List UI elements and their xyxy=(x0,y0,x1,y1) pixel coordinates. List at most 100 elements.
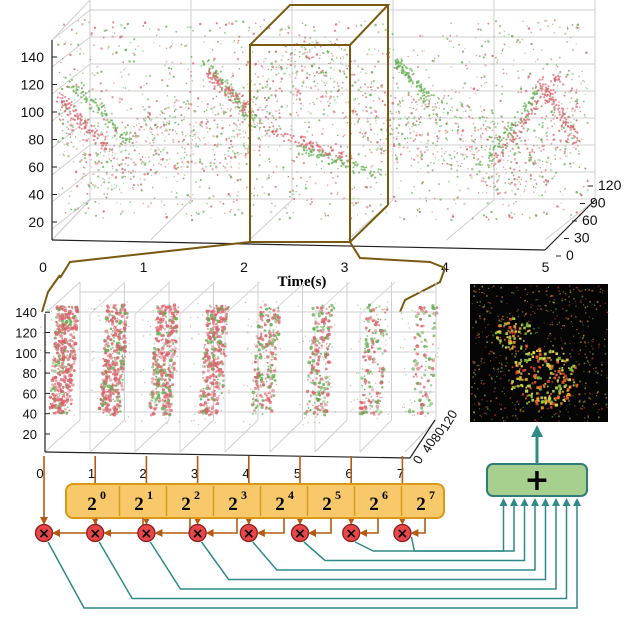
teal-connector xyxy=(47,498,581,609)
weight-base: 2 xyxy=(369,494,379,515)
top-x-tick-label: 5 xyxy=(542,259,550,275)
multiplier-symbol: × xyxy=(243,526,255,542)
bottom-x-tick-label: 4 xyxy=(242,466,249,481)
teal-connector xyxy=(252,498,539,571)
multiplier-node xyxy=(239,523,258,543)
multiplier-node xyxy=(34,523,54,543)
weight-hook-arrow xyxy=(103,518,144,537)
frame-pixels xyxy=(471,285,609,423)
sum-symbol: + xyxy=(524,463,549,498)
multiplier-node xyxy=(290,523,310,543)
top-event-points xyxy=(55,19,589,222)
bottom-x-tick-label: 6 xyxy=(345,466,352,481)
top-z-tick-label: 90 xyxy=(590,195,606,211)
weight-hook-arrow xyxy=(359,518,379,537)
multiplier-symbol: × xyxy=(294,526,306,542)
bottom-x-axis-line xyxy=(44,451,411,459)
multiplier-node xyxy=(188,523,207,543)
multiplier-nodes: × × × × × × × × xyxy=(34,523,412,543)
teal-connector xyxy=(410,498,508,552)
bottom-z-tick-label: 40 xyxy=(419,435,439,455)
top-y-tick-label: 60 xyxy=(28,159,44,175)
weight-base: 2 xyxy=(87,494,97,515)
bottom-y-tick-label: 140 xyxy=(15,305,37,320)
weight-hook-arrow xyxy=(154,518,191,537)
top-y-tick-label: 100 xyxy=(21,104,45,120)
top-x-tick-label: 2 xyxy=(240,259,248,275)
bottom-y-tick-label: 100 xyxy=(15,346,37,361)
weight-exponent: 3 xyxy=(241,488,247,502)
weight-exponent: 2 xyxy=(194,488,200,502)
multiplier-symbol: × xyxy=(397,526,409,542)
top-z-tick-label: 60 xyxy=(582,212,598,228)
top-x-tick-label: 3 xyxy=(341,259,349,275)
bottom-plot-axes xyxy=(44,314,436,459)
bottom-x-tick-label: 7 xyxy=(397,466,404,481)
top-y-tick-label: 140 xyxy=(21,49,45,65)
weight-exponent: 1 xyxy=(147,488,153,502)
multiplier-symbol: × xyxy=(141,526,153,542)
top-z-tick-label: 120 xyxy=(598,177,622,193)
weight-base: 2 xyxy=(181,494,191,515)
weight-exponent: 5 xyxy=(335,488,341,502)
weight-exponent: 4 xyxy=(288,488,294,502)
teal-connector xyxy=(200,498,550,581)
teal-connector xyxy=(303,498,529,562)
weight-hook-arrow xyxy=(308,518,332,537)
top-y-tick-label: 20 xyxy=(28,214,44,230)
weight-hook-arrow xyxy=(256,518,285,537)
weight-base: 2 xyxy=(416,494,426,515)
multiplier-symbol: × xyxy=(192,526,204,542)
weight-exponent: 6 xyxy=(382,488,388,502)
weight-base: 2 xyxy=(228,494,238,515)
bottom-plot-frame xyxy=(44,281,437,453)
zoom-bracket xyxy=(41,241,446,313)
top-y-ticks: 20 40 60 80 100 120 140 xyxy=(21,49,57,230)
multiplier-symbol: × xyxy=(38,526,50,542)
top-y-tick-label: 80 xyxy=(28,132,44,148)
bottom-z-tick-label: 80 xyxy=(428,424,448,444)
weight-base: 2 xyxy=(322,494,332,515)
multiplier-symbol: × xyxy=(345,526,357,542)
top-x-tick-label: 0 xyxy=(39,259,47,275)
top-y-tick-label: 120 xyxy=(21,77,45,93)
teal-connector xyxy=(98,498,571,600)
bottom-x-tick-label: 5 xyxy=(294,466,301,481)
bottom-y-tick-label: 120 xyxy=(15,326,37,341)
bottom-y-tick-label: 40 xyxy=(23,407,37,422)
weight-exponent: 0 xyxy=(100,488,106,502)
bottom-event-points xyxy=(39,299,440,426)
bottom-x-tick-label: 3 xyxy=(191,466,198,481)
bottom-y-tick-label: 20 xyxy=(23,427,37,442)
multiplier-to-sum-connectors xyxy=(47,498,581,609)
teal-connector xyxy=(149,498,560,590)
bottom-z-axis-line xyxy=(409,419,436,459)
bottom-x-tick-label: 1 xyxy=(88,466,95,481)
top-x-axis-line xyxy=(51,239,546,251)
bottom-y-tick-label: 60 xyxy=(23,386,37,401)
multiplier-node xyxy=(137,523,156,543)
bottom-x-tick-label: 0 xyxy=(36,466,43,481)
weight-hook-arrow xyxy=(410,518,426,537)
bottom-y-tick-label: 80 xyxy=(23,366,37,381)
top-y-tick-label: 40 xyxy=(28,187,44,203)
top-z-tick-label: 30 xyxy=(574,230,590,246)
top-z-axis-line xyxy=(544,199,596,251)
weight-base: 2 xyxy=(134,494,144,515)
weight-hook-arrow xyxy=(205,518,238,537)
encoded-frame-image xyxy=(470,284,609,423)
weight-to-multiplier-arrows xyxy=(52,518,426,537)
multiplier-node xyxy=(86,523,105,543)
top-x-tick-label: 1 xyxy=(140,259,148,275)
bottom-z-tick-label: 0 xyxy=(410,453,427,467)
multiplier-symbol: × xyxy=(89,526,101,542)
top-z-tick-label: 0 xyxy=(566,247,574,263)
